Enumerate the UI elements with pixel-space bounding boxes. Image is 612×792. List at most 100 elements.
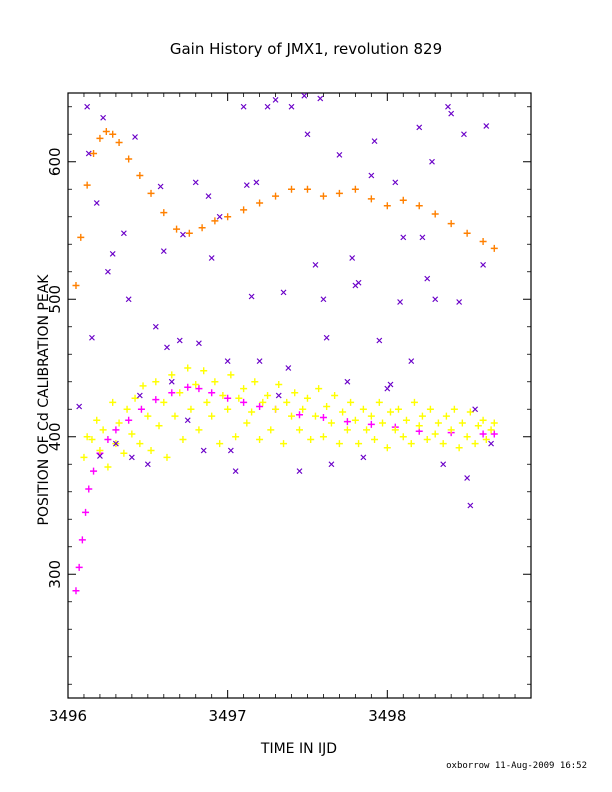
data-point xyxy=(360,454,367,461)
data-point xyxy=(164,344,170,351)
data-point xyxy=(285,365,292,371)
data-point xyxy=(347,398,355,406)
data-point xyxy=(344,378,351,385)
y-tick-label: 400 xyxy=(46,422,64,451)
data-point xyxy=(144,412,152,420)
data-point xyxy=(312,261,319,268)
data-point xyxy=(288,185,296,193)
data-point xyxy=(410,398,418,406)
series-0 xyxy=(72,128,498,289)
data-point xyxy=(275,392,282,399)
data-point xyxy=(359,405,367,413)
data-point xyxy=(243,419,251,427)
series-3 xyxy=(76,92,495,509)
data-point xyxy=(205,193,212,200)
data-point xyxy=(256,403,264,410)
data-point xyxy=(83,433,91,441)
data-point xyxy=(439,440,447,448)
data-point xyxy=(227,371,235,379)
data-point xyxy=(240,206,248,214)
series-1 xyxy=(72,383,498,595)
data-point xyxy=(367,195,375,203)
data-point xyxy=(463,433,471,441)
data-point xyxy=(480,261,487,268)
y-axis: 300 400 500 600 xyxy=(46,106,531,685)
data-point xyxy=(368,172,375,179)
data-point xyxy=(251,378,259,386)
data-point xyxy=(216,440,224,448)
data-point xyxy=(296,468,303,475)
data-point xyxy=(109,250,116,257)
data-point xyxy=(240,103,247,110)
data-point xyxy=(240,385,248,393)
data-point xyxy=(219,392,227,399)
data-point xyxy=(78,536,86,544)
data-point xyxy=(423,436,431,443)
data-point xyxy=(163,453,171,461)
data-point xyxy=(93,200,100,206)
data-point xyxy=(104,463,112,471)
data-point xyxy=(195,340,202,347)
data-point xyxy=(208,389,216,397)
data-point xyxy=(301,92,308,99)
data-point xyxy=(323,403,331,410)
data-point xyxy=(80,453,88,461)
data-point xyxy=(168,371,176,379)
data-point xyxy=(317,95,324,102)
footer-credit: oxborrow 11-Aug-2009 16:52 xyxy=(446,761,587,771)
data-point xyxy=(96,134,104,142)
data-point xyxy=(483,123,490,129)
data-point xyxy=(195,385,203,393)
data-point xyxy=(392,179,399,186)
y-tick-label: 600 xyxy=(46,147,64,176)
data-point xyxy=(464,475,471,481)
data-point xyxy=(272,96,279,103)
data-point xyxy=(152,396,160,404)
data-point xyxy=(355,279,362,286)
y-axis-label: POSITION OF Cd CALIBRATION PEAK xyxy=(36,274,52,526)
data-point xyxy=(307,436,315,443)
data-point xyxy=(88,436,96,443)
data-point xyxy=(259,398,267,406)
data-point xyxy=(125,416,133,424)
data-point xyxy=(99,426,107,434)
data-point xyxy=(136,392,143,399)
data-point xyxy=(319,192,327,200)
data-point xyxy=(387,381,394,388)
data-point xyxy=(112,440,119,447)
data-point xyxy=(376,337,383,344)
data-point xyxy=(391,426,399,434)
data-point xyxy=(331,392,339,399)
data-point xyxy=(447,220,455,228)
data-point xyxy=(387,408,395,416)
data-point xyxy=(343,426,351,434)
data-point xyxy=(351,416,359,424)
data-point xyxy=(176,389,184,397)
data-point xyxy=(173,225,181,233)
data-point xyxy=(203,398,211,406)
data-point xyxy=(256,358,263,365)
data-point xyxy=(100,114,107,121)
data-point xyxy=(211,217,219,225)
data-point xyxy=(461,131,467,138)
data-point xyxy=(303,394,311,402)
data-point xyxy=(479,416,487,424)
x-axis-label: TIME IN IJD xyxy=(260,741,337,757)
data-point xyxy=(184,364,192,372)
data-point xyxy=(160,248,167,255)
data-point xyxy=(490,244,498,252)
data-point xyxy=(339,408,347,416)
data-point xyxy=(179,436,187,443)
data-point xyxy=(160,209,168,217)
data-point xyxy=(472,406,479,413)
data-point xyxy=(407,440,415,448)
data-point xyxy=(72,587,80,595)
y-tick-label: 300 xyxy=(46,560,64,589)
data-point xyxy=(90,467,98,475)
x-axis: 3496 3497 3498 xyxy=(49,93,532,725)
data-point xyxy=(168,389,176,397)
data-point xyxy=(296,411,303,419)
data-point xyxy=(224,405,232,413)
data-point xyxy=(227,447,234,454)
data-point xyxy=(488,440,495,447)
